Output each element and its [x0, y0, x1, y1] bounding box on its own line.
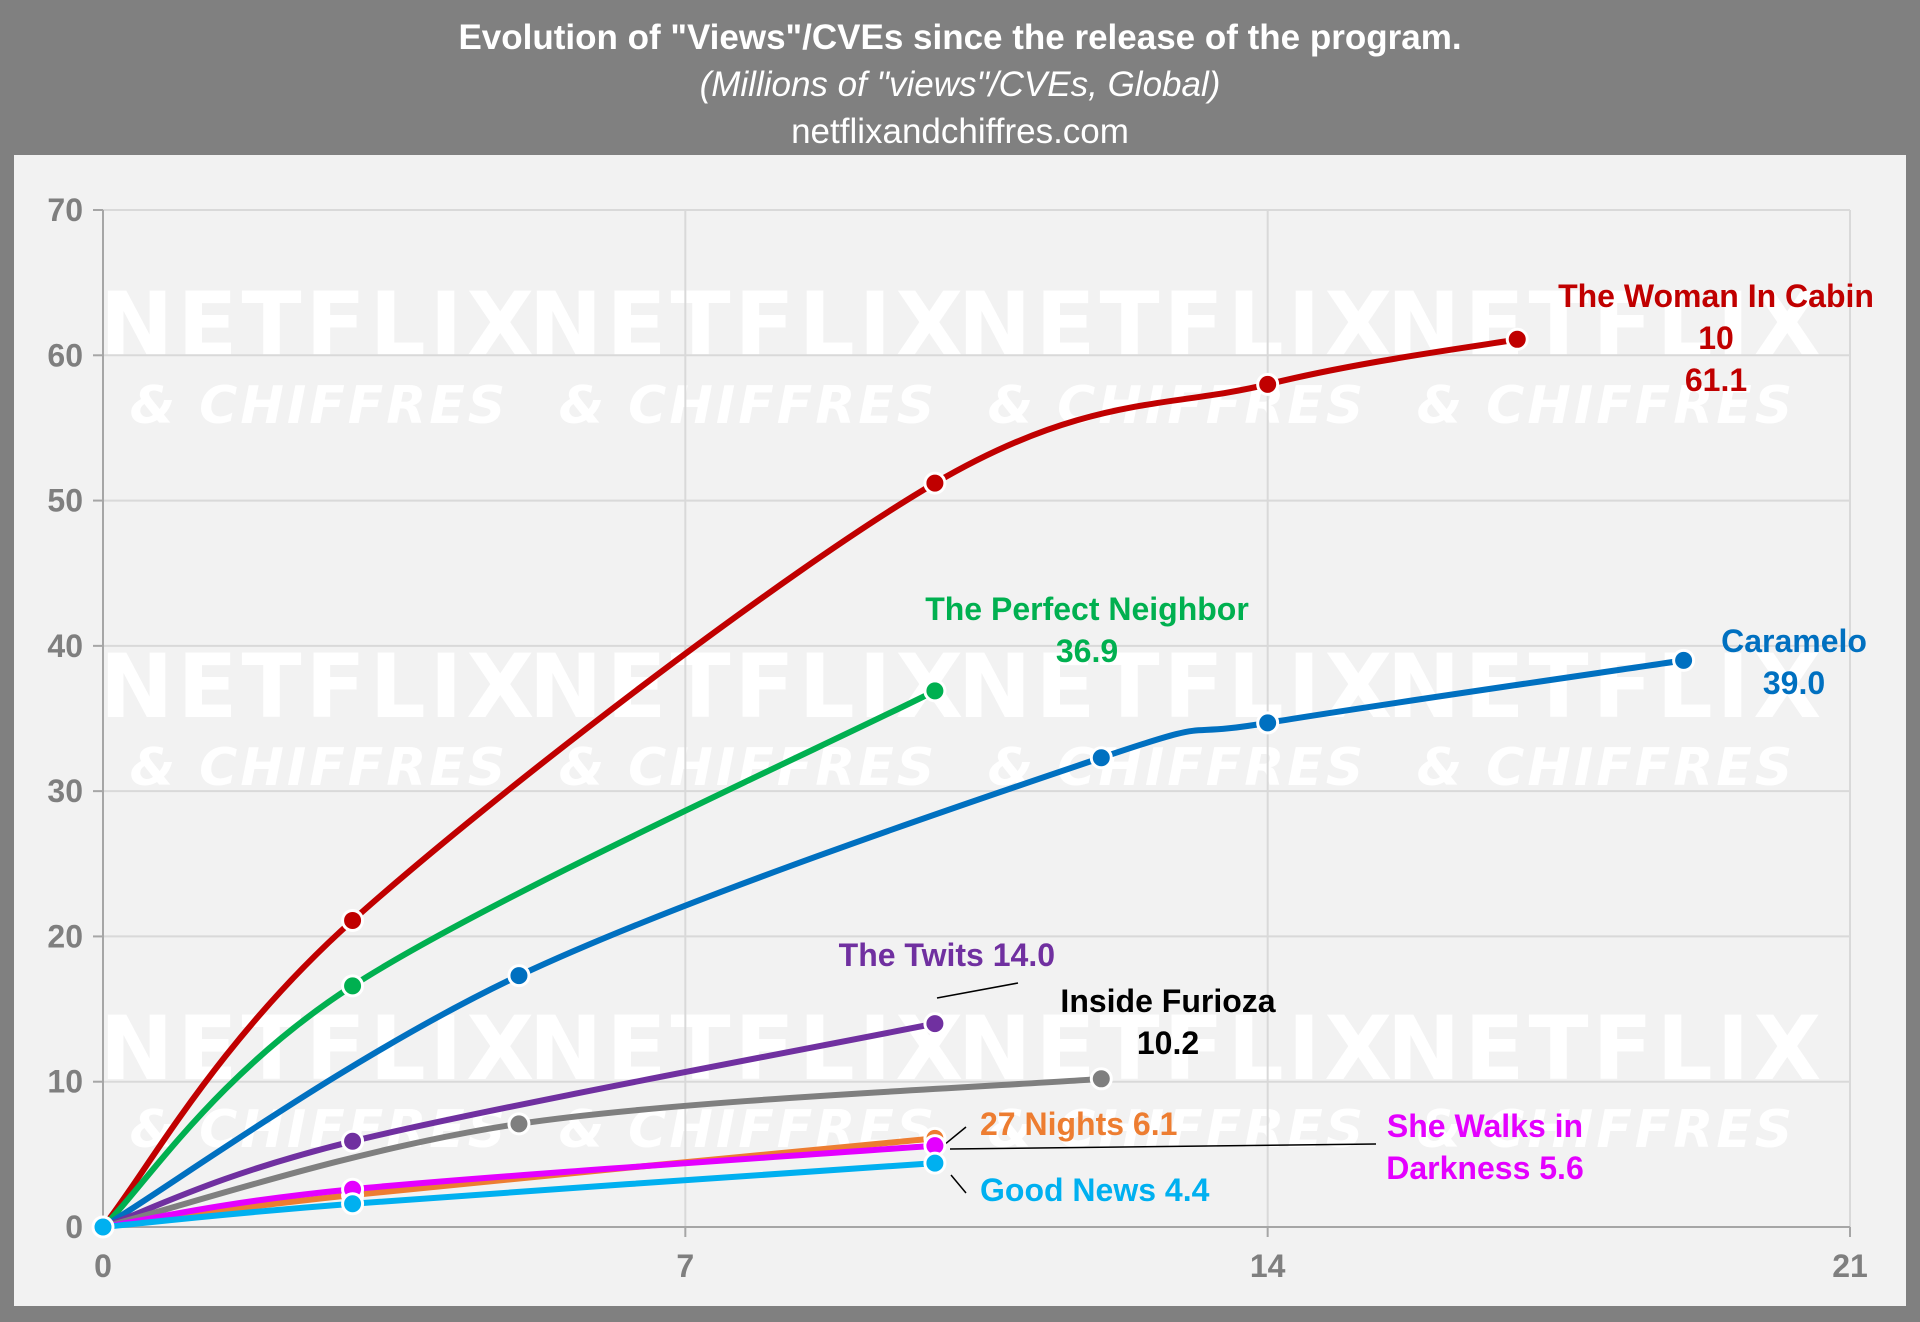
- watermark-subtext: & CHIFFRES: [988, 738, 1367, 798]
- watermark-text: NETFLIX: [100, 997, 539, 1100]
- series-label: She Walks in: [1387, 1108, 1583, 1144]
- data-point: [923, 1151, 947, 1175]
- data-point: [341, 908, 365, 932]
- chart-header: Evolution of "Views"/CVEs since the rele…: [0, 0, 1920, 155]
- watermark-tile: NETFLIX& CHIFFRES: [958, 635, 1397, 798]
- series-label: 39.0: [1763, 665, 1825, 701]
- data-point: [923, 1012, 947, 1036]
- x-tick-label: 0: [94, 1248, 112, 1284]
- data-point: [341, 1129, 365, 1153]
- watermark-text: NETFLIX: [100, 635, 539, 738]
- x-tick-label: 21: [1832, 1248, 1868, 1284]
- series-label: 27 Nights 6.1: [980, 1106, 1177, 1142]
- leader-line: [950, 1174, 967, 1194]
- series-label: Darkness 5.6: [1386, 1150, 1583, 1186]
- series-inside-furioza: Inside Furioza 10.2: [100, 983, 1276, 1230]
- watermark-text: NETFLIX: [1387, 273, 1826, 376]
- y-tick-label: 40: [47, 628, 83, 664]
- series-label: 10.2: [1137, 1025, 1199, 1061]
- series-label: 10: [1698, 320, 1734, 356]
- y-tick-label: 50: [47, 483, 83, 519]
- series-label: The Woman In Cabin: [1558, 278, 1874, 314]
- series-label: The Twits 14.0: [839, 937, 1055, 973]
- watermark-text: NETFLIX: [529, 273, 968, 376]
- chart-source: netflixandchiffres.com: [791, 112, 1129, 151]
- data-point: [1256, 372, 1280, 396]
- chart-title: Evolution of "Views"/CVEs since the rele…: [458, 18, 1462, 57]
- series-good-news: Good News 4.4: [100, 1151, 1210, 1230]
- leader-line: [943, 1126, 967, 1146]
- y-tick-label: 30: [47, 773, 83, 809]
- series-line: [100, 336, 1521, 1230]
- y-tick-label: 70: [47, 192, 83, 228]
- watermark-subtext: & CHIFFRES: [130, 376, 509, 436]
- watermark-text: NETFLIX: [529, 997, 968, 1100]
- data-point: [341, 974, 365, 998]
- watermark-tile: NETFLIX& CHIFFRES: [100, 273, 539, 436]
- data-point: [507, 1112, 531, 1136]
- watermark-tile: NETFLIX& CHIFFRES: [1387, 997, 1826, 1160]
- data-point: [341, 1192, 365, 1216]
- watermark-subtext: & CHIFFRES: [559, 376, 938, 436]
- watermark-tile: NETFLIX& CHIFFRES: [100, 635, 539, 798]
- series-the-woman-in-cabin-10: The Woman In Cabin 10 61.1: [100, 278, 1874, 1230]
- watermark-subtext: & CHIFFRES: [559, 738, 938, 798]
- watermark-subtext: & CHIFFRES: [988, 376, 1367, 436]
- x-tick-label: 7: [676, 1248, 694, 1284]
- data-point: [1089, 1067, 1113, 1091]
- watermark-tile: NETFLIX& CHIFFRES: [529, 273, 968, 436]
- watermark-subtext: & CHIFFRES: [1417, 738, 1796, 798]
- data-point: [923, 471, 947, 495]
- watermark-subtext: & CHIFFRES: [1417, 376, 1796, 436]
- series-line: [100, 1020, 938, 1230]
- series-label: Good News 4.4: [980, 1172, 1210, 1208]
- chart-panel: NETFLIX & CHIFFRES NETFLIX & CHIFFRES NETFLI…: [14, 155, 1906, 1306]
- data-point: [507, 964, 531, 988]
- series-line: [100, 1075, 1105, 1230]
- series-line: [100, 1160, 938, 1230]
- series-label: The Perfect Neighbor: [925, 591, 1249, 627]
- leader-line: [936, 982, 1019, 999]
- watermark-tile: NETFLIX& CHIFFRES: [1387, 635, 1826, 798]
- watermark-text: NETFLIX: [1387, 997, 1826, 1100]
- y-tick-label: 10: [47, 1064, 83, 1100]
- series-the-perfect-neighbor: The Perfect Neighbor 36.9: [100, 591, 1249, 1230]
- series-she-walks-in-darkness: She Walks in Darkness 5.6: [100, 1108, 1584, 1230]
- watermark-text: NETFLIX: [958, 273, 1397, 376]
- chart-subtitle: (Millions of "views"/CVEs, Global): [699, 65, 1221, 104]
- watermark-text: NETFLIX: [100, 273, 539, 376]
- series-label: 61.1: [1685, 362, 1747, 398]
- y-tick-label: 0: [65, 1209, 83, 1245]
- series-line: [100, 687, 938, 1230]
- watermark-text: NETFLIX: [958, 635, 1397, 738]
- origin-point: [91, 1215, 115, 1239]
- watermark-tile: NETFLIX& CHIFFRES: [529, 635, 964, 798]
- series-line: [100, 1142, 938, 1230]
- series-line: [100, 657, 1687, 1230]
- watermark-tile: NETFLIX& CHIFFRES: [1387, 273, 1826, 436]
- watermark-tile: NETFLIX& CHIFFRES: [958, 273, 1397, 436]
- series-label: 36.9: [1056, 633, 1118, 669]
- watermark-subtext: & CHIFFRES: [988, 1100, 1367, 1160]
- watermark-subtext: & CHIFFRES: [1417, 1100, 1796, 1160]
- y-tick-label: 20: [47, 918, 83, 954]
- series-caramelo: Caramelo 39.0: [100, 623, 1867, 1230]
- series-the-twits: The Twits 14.0: [100, 937, 1055, 1230]
- data-point: [923, 679, 947, 703]
- x-tick-label: 14: [1250, 1248, 1286, 1284]
- data-point: [1089, 746, 1113, 770]
- watermark-tile: NETFLIX& CHIFFRES: [529, 997, 968, 1160]
- leader-line: [949, 1143, 1377, 1150]
- series-label: Inside Furioza: [1060, 983, 1275, 1019]
- data-point: [1256, 711, 1280, 735]
- data-point: [1505, 327, 1529, 351]
- series-label: Caramelo: [1721, 623, 1867, 659]
- watermark-text: NETFLIX: [1387, 635, 1826, 738]
- data-point: [1672, 648, 1696, 672]
- y-tick-label: 60: [47, 337, 83, 373]
- watermark-subtext: & CHIFFRES: [130, 738, 509, 798]
